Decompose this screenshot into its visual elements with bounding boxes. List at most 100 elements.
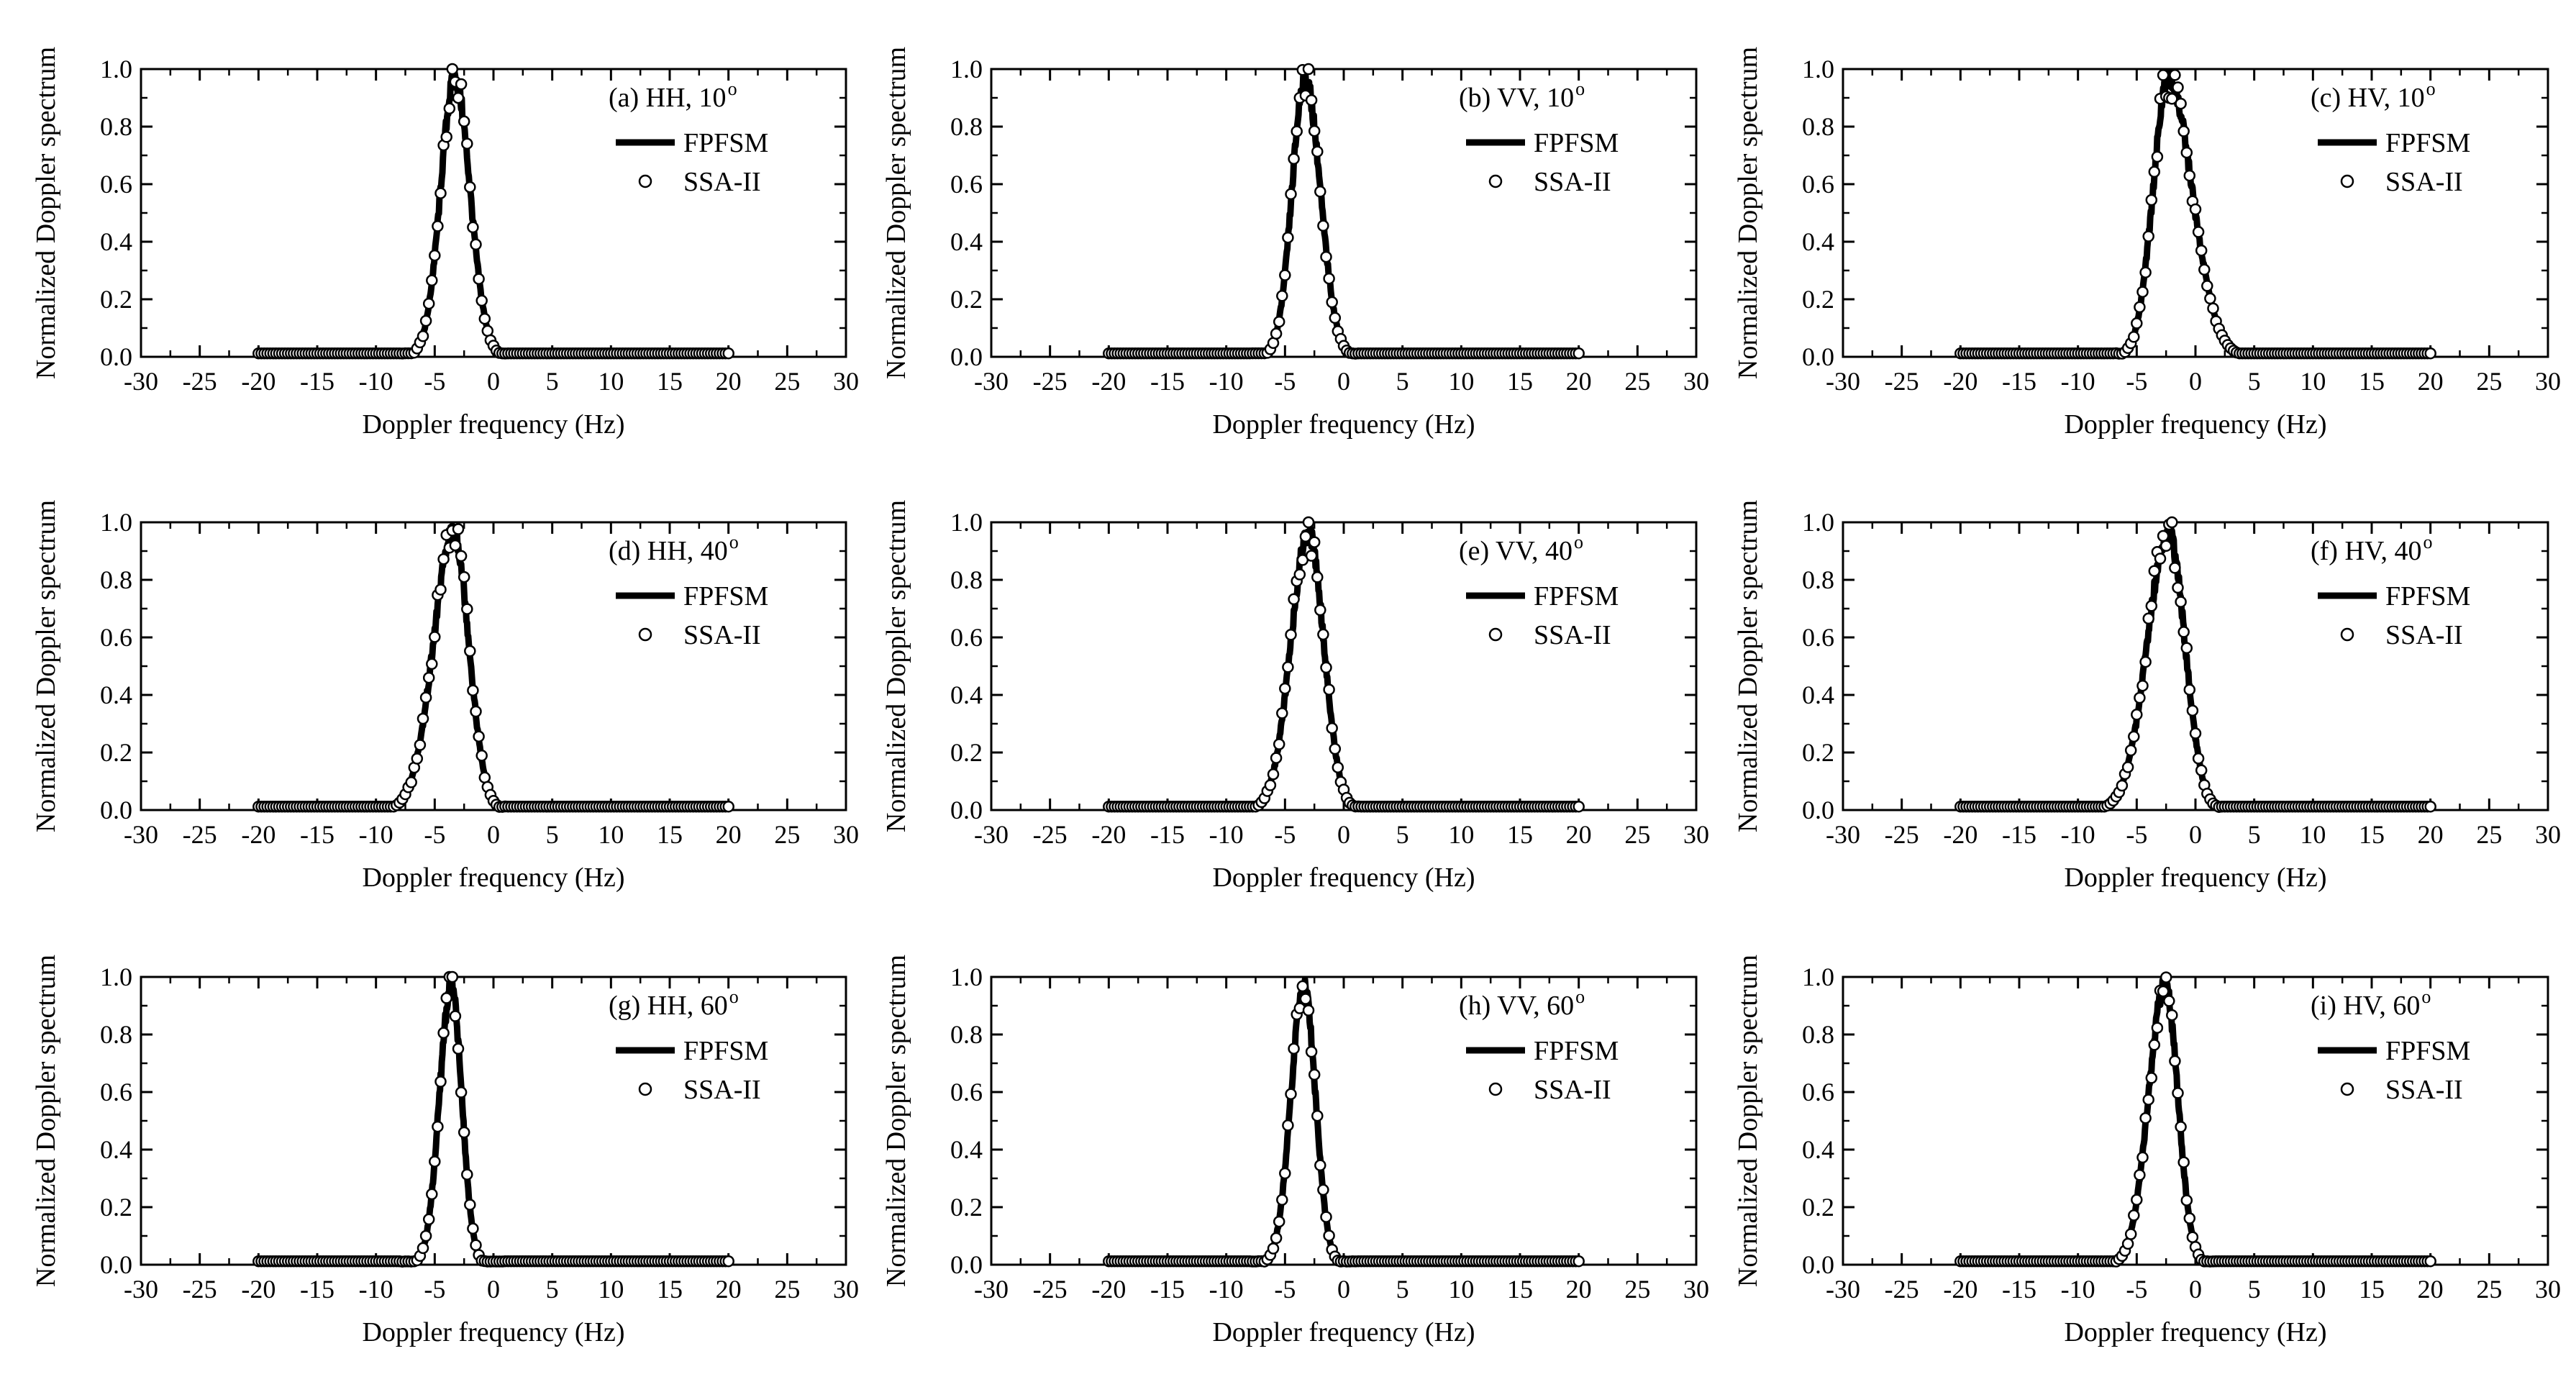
y-tick-label: 0.0 <box>950 796 983 824</box>
ssa-ii-point <box>2180 1194 2193 1206</box>
ssa-ii-point <box>1323 272 1335 285</box>
y-tick-label: 0.6 <box>100 1078 132 1106</box>
ssa-ii-point <box>475 294 488 307</box>
x-tick-label: 30 <box>2535 367 2561 396</box>
panel-title-degree: o <box>728 78 737 99</box>
x-tick-label: 25 <box>2476 1275 2502 1304</box>
legend-ssa-ii-swatch <box>1488 627 1503 642</box>
x-tick-label: 15 <box>2359 1275 2385 1304</box>
x-tick-label: 15 <box>657 820 683 849</box>
x-ticks: -30 -25 -20 -15 -10 -5 0 5 10 15 20 25 30 <box>1826 69 2561 396</box>
x-tick-label: 15 <box>2359 820 2385 849</box>
legend-ssa-ii-swatch <box>638 174 652 188</box>
ssa-ii-point <box>2163 995 2175 1007</box>
ssa-ii-point <box>2166 516 2178 529</box>
panel-i: -30 -25 -20 -15 -10 -5 0 5 10 15 20 25 300.00.20.40.… <box>1733 955 2561 1347</box>
panel-title-text: (e) VV, 40 <box>1459 536 1573 566</box>
panel-title: (g) HH, 60 o <box>609 986 739 1021</box>
x-ticks: -30 -25 -20 -15 -10 -5 0 5 10 15 20 25 30 <box>974 977 1709 1304</box>
panel-title-degree: o <box>1575 78 1585 99</box>
ssa-ii-point <box>405 776 417 788</box>
x-tick-label: -30 <box>124 820 158 849</box>
y-tick-label: 0.0 <box>100 342 132 371</box>
ssa-ii-point <box>417 712 429 725</box>
ssa-ii-point <box>1276 1193 1288 1206</box>
x-tick-label: -25 <box>183 367 217 396</box>
x-tick-label: -5 <box>2126 1275 2147 1304</box>
y-ticks: 0.0 0.2 0.4 0.6 0.8 1.0 <box>100 963 846 1279</box>
ssa-ii-point <box>1329 311 1342 324</box>
x-tick-label: 10 <box>598 820 624 849</box>
x-ticks: -30 -25 -20 -15 -10 -5 0 5 10 15 20 25 30 <box>1826 522 2561 849</box>
x-tick-label: -30 <box>124 1275 158 1304</box>
ssa-ii-point <box>2169 69 2181 81</box>
x-tick-label: -10 <box>2061 367 2095 396</box>
ssa-ii-point <box>2128 1209 2140 1222</box>
y-tick-label: 1.0 <box>950 963 983 991</box>
ssa-ii-point <box>473 273 485 285</box>
ssa-ii-point <box>432 220 444 232</box>
x-tick-label: -25 <box>1033 820 1068 849</box>
ssa-ii-point <box>467 1222 479 1235</box>
y-tick-label: 0.2 <box>100 738 132 767</box>
ssa-ii-point <box>434 583 447 596</box>
x-tick-label: 5 <box>2248 367 2261 396</box>
ssa-ii-point <box>1305 1045 1318 1058</box>
y-tick-label: 0.8 <box>1802 1020 1834 1049</box>
ssa-ii-point <box>458 1126 470 1139</box>
ssa-ii-point <box>1320 661 1332 674</box>
fpfsm-series-line <box>1957 522 2434 810</box>
ssa-ii-point <box>2175 596 2187 608</box>
y-tick-label: 0.6 <box>100 170 132 199</box>
ssa-ii-point <box>1308 124 1321 137</box>
ssa-ii-point <box>2207 302 2219 314</box>
x-ticks: -30 -25 -20 -15 -10 -5 0 5 10 15 20 25 30 <box>974 69 1709 396</box>
ssa-ii-point <box>2166 1009 2178 1022</box>
ssa-ii-point <box>417 330 429 342</box>
x-tick-label: 5 <box>546 820 559 849</box>
y-tick-label: 0.6 <box>950 623 983 652</box>
ssa-ii-point <box>2195 764 2208 777</box>
plot-frame <box>1842 521 2549 811</box>
ssa-ii-point <box>2183 1212 2196 1224</box>
x-tick-label: -30 <box>974 820 1009 849</box>
x-tick-label: -20 <box>1943 1275 1977 1304</box>
ssa-ii-point <box>1326 722 1338 735</box>
ssa-ii-point <box>1270 327 1283 340</box>
panel-title-degree: o <box>729 986 739 1007</box>
ssa-ii-point <box>449 1010 462 1022</box>
x-tick-label: 15 <box>2359 367 2385 396</box>
x-tick-label: 25 <box>2476 820 2502 849</box>
plot-frame <box>990 976 1698 1266</box>
ssa-ii-series <box>1954 971 2436 1268</box>
ssa-ii-point <box>2186 704 2199 717</box>
x-tick-label: 30 <box>1683 820 1709 849</box>
y-tick-label: 1.0 <box>1802 963 1834 991</box>
ssa-ii-point <box>1299 993 1312 1005</box>
ssa-ii-point <box>1279 682 1291 695</box>
ssa-ii-point <box>473 730 485 742</box>
x-tick-label: -30 <box>974 367 1009 396</box>
panel-c: -30 -25 -20 -15 -10 -5 0 5 10 15 20 25 300.00.20.40.… <box>1733 47 2561 440</box>
fpfsm-series-line <box>1957 976 2434 1265</box>
y-tick-label: 0.0 <box>100 796 132 824</box>
legend: FPFSM SSA-II <box>2318 581 2470 650</box>
x-tick-label: 25 <box>774 1275 800 1304</box>
ssa-ii-point <box>440 992 452 1004</box>
x-tick-label: 25 <box>1624 1275 1650 1304</box>
x-tick-label: -25 <box>1885 1275 1919 1304</box>
x-tick-label: -30 <box>974 1275 1009 1304</box>
x-tick-label: 15 <box>657 367 683 396</box>
x-tick-label: -10 <box>359 820 393 849</box>
ssa-ii-point <box>2148 165 2161 178</box>
x-tick-label: -10 <box>1209 820 1244 849</box>
y-tick-label: 0.2 <box>1802 738 1834 767</box>
x-tick-label: -10 <box>2061 1275 2095 1304</box>
y-tick-label: 0.0 <box>1802 342 1834 371</box>
x-tick-label: -20 <box>1091 367 1126 396</box>
ssa-ii-point <box>2183 169 2196 182</box>
legend-fpfsm-label: FPFSM <box>683 128 768 158</box>
x-tick-label: 0 <box>1337 1275 1350 1304</box>
ssa-ii-point <box>1323 683 1335 696</box>
